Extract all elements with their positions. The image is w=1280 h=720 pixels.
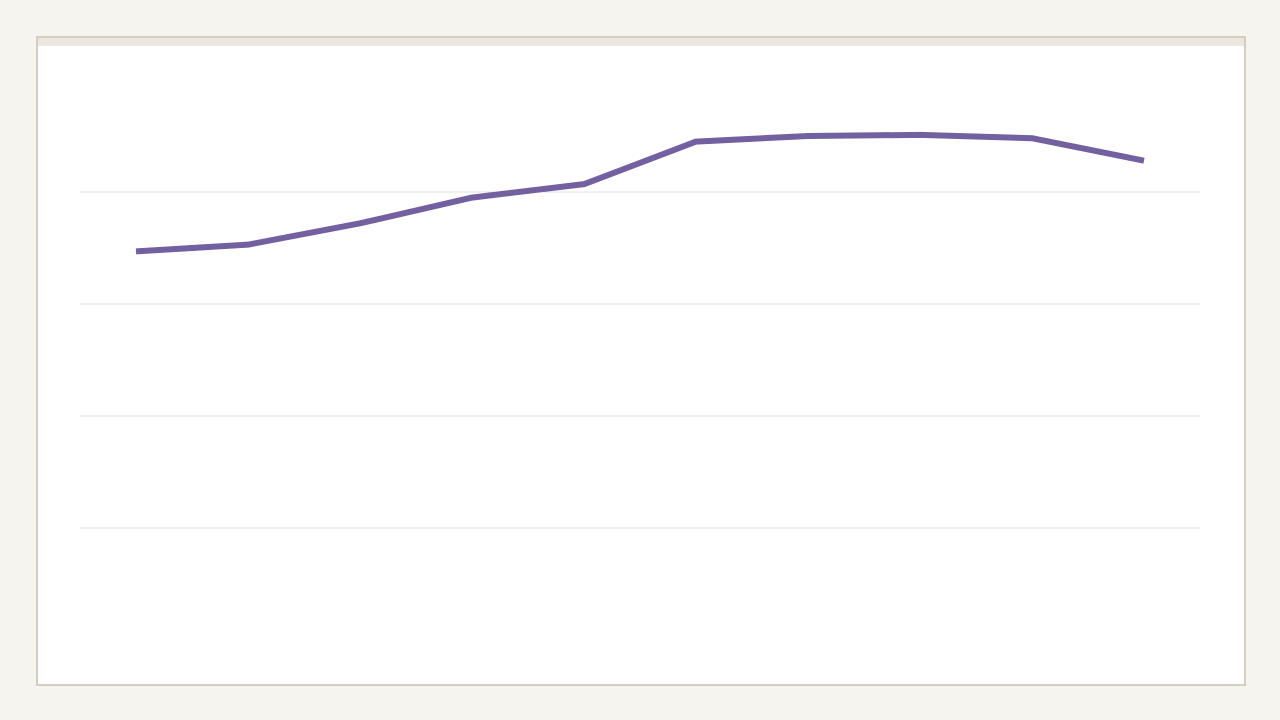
data-line [135,131,1145,255]
card-header-strip [38,38,1244,46]
chart-card [36,36,1246,686]
